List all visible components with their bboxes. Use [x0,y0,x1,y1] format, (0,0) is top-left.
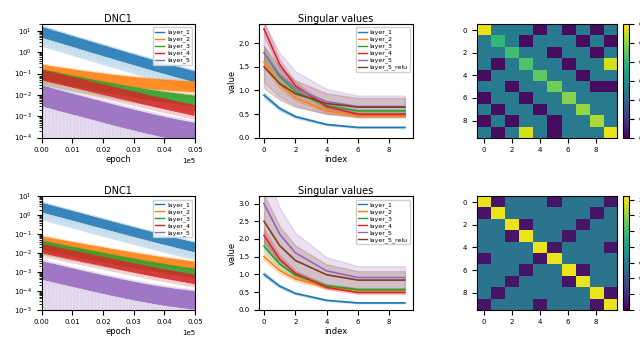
Legend: layer_1, layer_2, layer_3, layer_4, layer_5: layer_1, layer_2, layer_3, layer_4, laye… [153,200,192,237]
Title: Singular values: Singular values [298,186,374,196]
X-axis label: epoch: epoch [106,155,131,164]
Text: 1e5: 1e5 [182,158,195,164]
Legend: layer_1, layer_2, layer_3, layer_4, layer_5: layer_1, layer_2, layer_3, layer_4, laye… [153,27,192,65]
Text: 1e5: 1e5 [182,330,195,336]
Y-axis label: value: value [228,69,237,93]
X-axis label: epoch: epoch [106,327,131,336]
Y-axis label: value: value [228,242,237,265]
X-axis label: index: index [324,327,348,336]
X-axis label: index: index [324,155,348,164]
Title: Singular values: Singular values [298,14,374,24]
Legend: layer_1, layer_2, layer_3, layer_4, layer_5, layer_5_relu: layer_1, layer_2, layer_3, layer_4, laye… [356,27,410,72]
Legend: layer_1, layer_2, layer_3, layer_4, layer_5, layer_5_relu: layer_1, layer_2, layer_3, layer_4, laye… [356,200,410,244]
Title: DNC1: DNC1 [104,14,132,24]
Title: DNC1: DNC1 [104,186,132,196]
